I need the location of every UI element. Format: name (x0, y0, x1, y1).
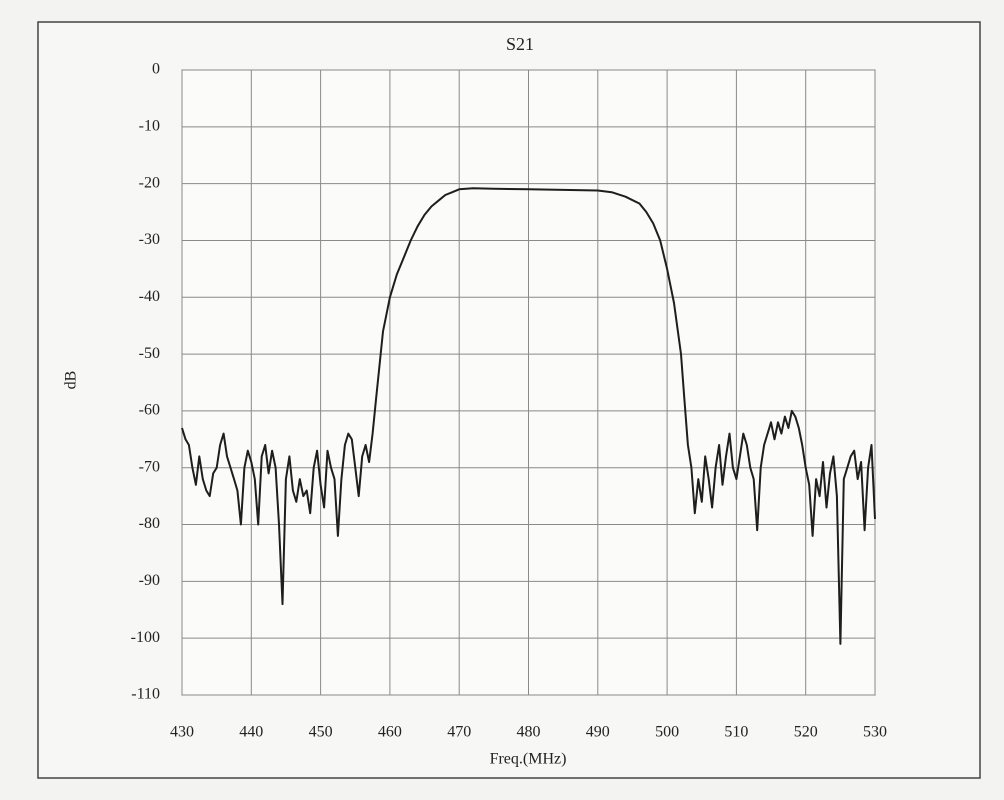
y-tick-label: -40 (139, 288, 160, 305)
x-tick-label: 490 (586, 724, 610, 741)
x-tick-label: 450 (309, 724, 333, 741)
x-tick-label: 520 (794, 724, 818, 741)
x-tick-label: 480 (517, 724, 541, 741)
y-tick-label: -20 (139, 174, 160, 191)
y-tick-label: -30 (139, 231, 160, 248)
y-tick-label: -60 (139, 402, 160, 419)
x-tick-label: 500 (655, 724, 679, 741)
y-tick-label: -80 (139, 515, 160, 532)
x-tick-label: 430 (170, 724, 194, 741)
x-tick-label: 470 (447, 724, 471, 741)
x-tick-label: 460 (378, 724, 402, 741)
line (181, 187, 876, 645)
y-tick-label: 0 (152, 61, 160, 78)
y-tick-label: -110 (131, 686, 160, 703)
y-tick-label: -10 (139, 117, 160, 134)
x-tick-label: 440 (239, 724, 263, 741)
y-tick-label: -50 (139, 345, 160, 362)
x-tick-label: 510 (724, 724, 748, 741)
y-tick-label: -90 (139, 572, 160, 589)
y-axis-label: dB (63, 371, 80, 390)
chart-title: S21 (506, 34, 534, 54)
y-tick-label: -100 (131, 629, 160, 646)
x-tick-label: 530 (863, 724, 887, 741)
y-tick-label: -70 (139, 458, 160, 475)
x-axis-label: Freq.(MHz) (490, 751, 567, 768)
